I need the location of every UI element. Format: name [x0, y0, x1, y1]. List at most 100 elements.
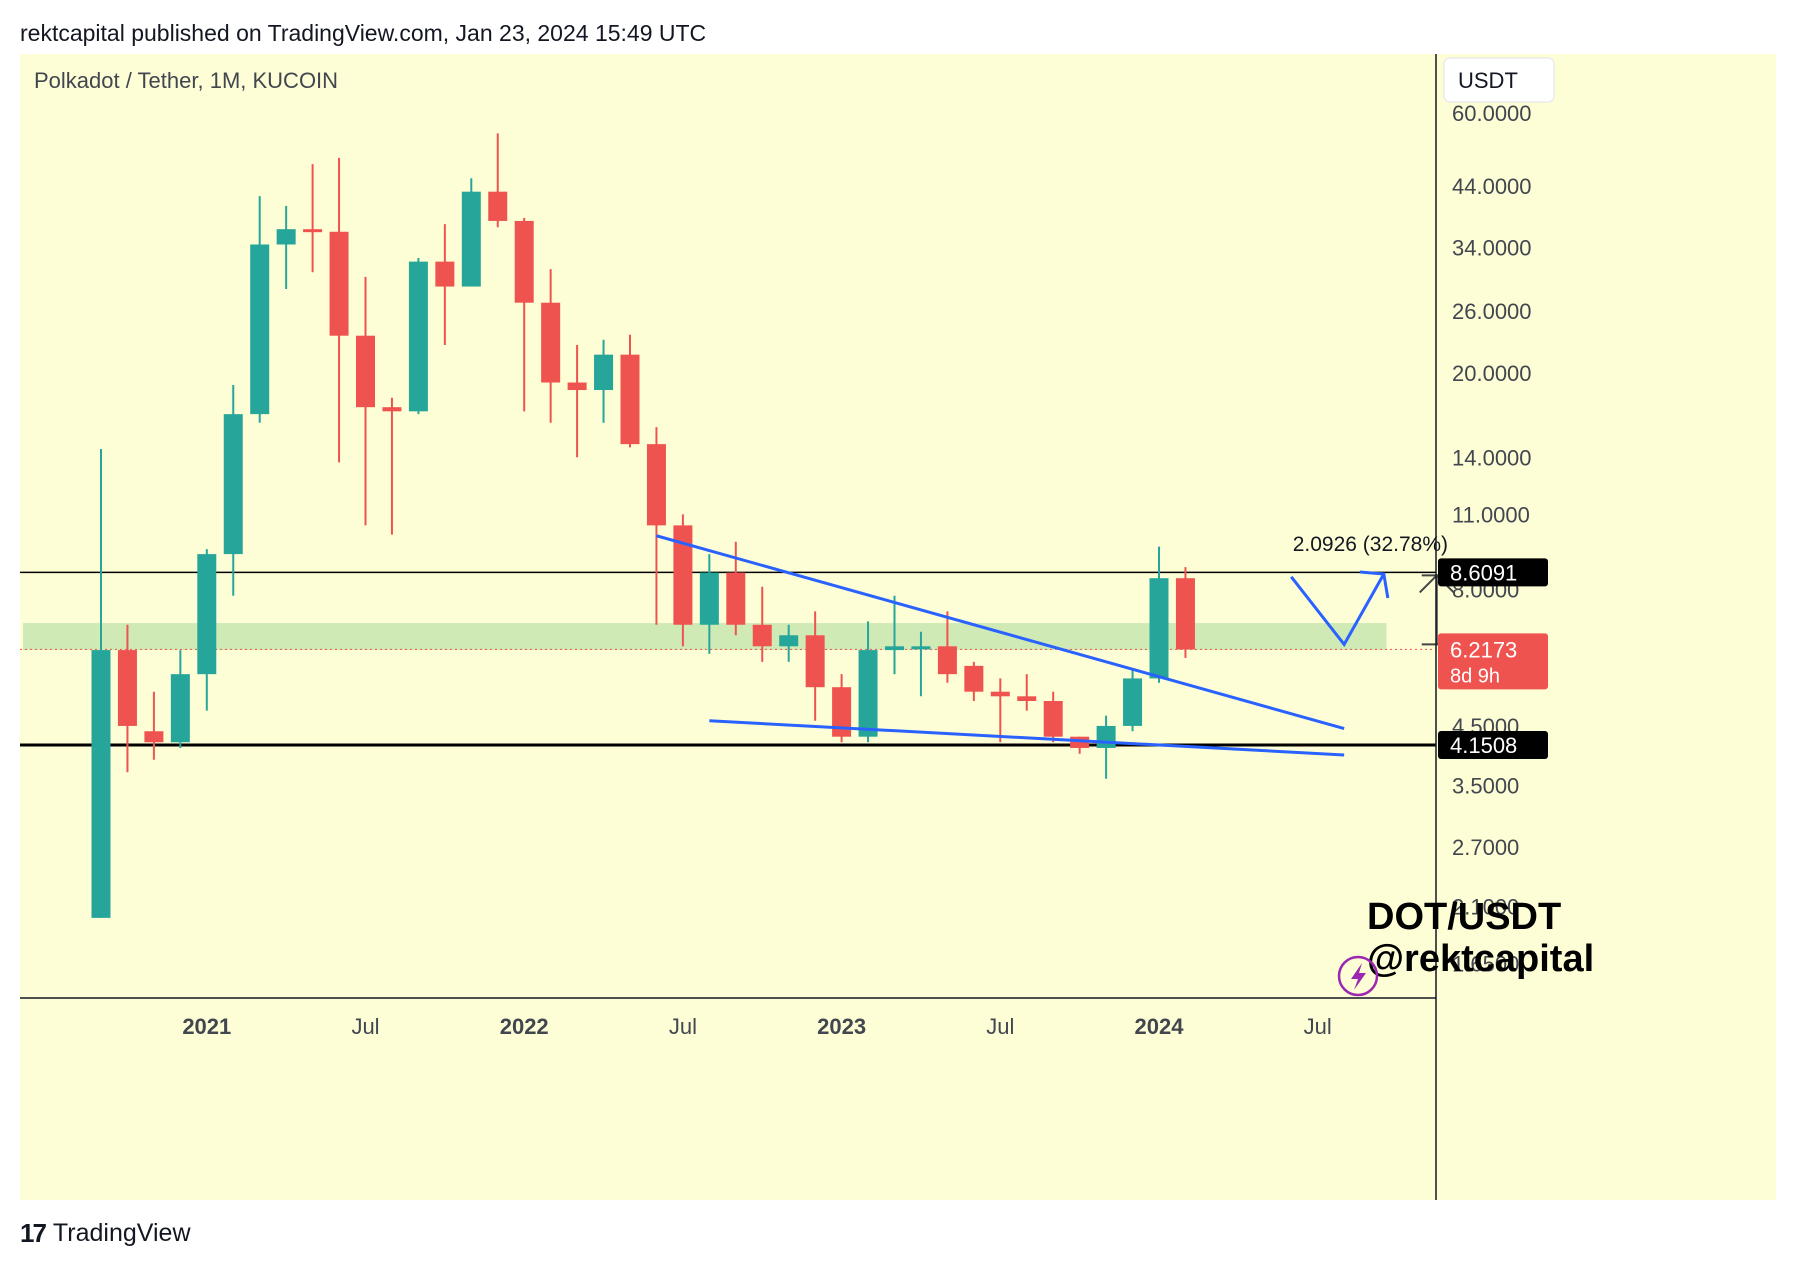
candle[interactable]: [1175, 567, 1195, 658]
candle-body: [1149, 578, 1169, 679]
candle[interactable]: [832, 674, 852, 743]
candle[interactable]: [858, 621, 878, 743]
candle[interactable]: [91, 448, 111, 918]
candle[interactable]: [937, 611, 957, 683]
pair-annotation: DOT/USDT: [1367, 896, 1561, 938]
candle[interactable]: [567, 344, 587, 458]
candle-body: [514, 220, 534, 303]
candle-body: [1096, 725, 1116, 748]
price-level-label: 8.6091: [1450, 560, 1517, 585]
x-tick-label: Jul: [351, 1014, 379, 1039]
candle[interactable]: [408, 257, 428, 415]
publish-header: rektcapital published on TradingView.com…: [20, 20, 707, 46]
descending-support-trendline[interactable]: [709, 719, 1345, 757]
candle-body: [356, 335, 375, 408]
candle-body: [779, 635, 799, 647]
current-price-label-bg: [1438, 633, 1548, 690]
candle-body: [1043, 700, 1063, 737]
candle[interactable]: [1149, 546, 1169, 683]
candle-body: [303, 229, 323, 233]
candle-body: [408, 261, 428, 412]
candle-body: [858, 650, 878, 737]
candle[interactable]: [911, 631, 931, 697]
candle[interactable]: [197, 549, 217, 711]
candle[interactable]: [964, 661, 984, 701]
candle-body: [488, 191, 508, 221]
candle[interactable]: [382, 397, 402, 535]
price-axis-background: [1436, 54, 1776, 1200]
candle[interactable]: [1043, 691, 1063, 743]
candle-body: [699, 572, 719, 625]
x-tick-label: Jul: [1304, 1014, 1332, 1039]
candle-body: [435, 261, 455, 287]
x-tick-label: 2021: [182, 1014, 231, 1039]
candle[interactable]: [779, 624, 799, 662]
candle-body: [276, 229, 296, 245]
descending-resistance-trendline[interactable]: [656, 534, 1345, 731]
candle-body: [937, 646, 957, 675]
currency-button[interactable]: USDT: [1443, 57, 1555, 103]
candle[interactable]: [117, 624, 137, 773]
tradingview-logo-icon: 17: [20, 1218, 47, 1248]
candle-body: [594, 354, 614, 391]
y-tick-label: 2.7000: [1452, 835, 1519, 860]
lightning-icon[interactable]: [1337, 955, 1379, 997]
candle[interactable]: [488, 133, 508, 228]
y-tick-label: 14.0000: [1452, 445, 1532, 470]
candle[interactable]: [805, 611, 825, 721]
tradingview-footer[interactable]: 17 TradingView: [20, 1218, 191, 1249]
author-annotation: @rektcapital: [1367, 938, 1594, 980]
footer-brand: TradingView: [52, 1219, 191, 1247]
candle[interactable]: [144, 691, 164, 760]
candle[interactable]: [435, 224, 455, 345]
y-tick-label: 3.5000: [1452, 773, 1519, 798]
candle-body: [170, 674, 190, 743]
candle[interactable]: [514, 217, 534, 412]
candle[interactable]: [594, 339, 614, 423]
candle-body: [673, 525, 693, 625]
candle-body: [1017, 696, 1037, 701]
y-tick-label: 1.6500: [1452, 951, 1519, 976]
candle[interactable]: [673, 514, 693, 647]
candle[interactable]: [990, 678, 1010, 743]
candle-countdown-label: 8d 9h: [1450, 665, 1500, 687]
candle[interactable]: [620, 334, 640, 448]
projection-path[interactable]: [1290, 573, 1386, 648]
currency-button-bg: [1443, 57, 1555, 103]
candle-body: [990, 691, 1010, 697]
y-tick-label: 26.0000: [1452, 299, 1532, 324]
chart-frame: 60.0000 44.0000 34.0000 26.0000 20.0000 14.00…: [20, 54, 1776, 1200]
candle[interactable]: [461, 178, 481, 287]
candle[interactable]: [276, 205, 296, 290]
candle[interactable]: [1123, 669, 1143, 732]
candle[interactable]: [752, 586, 772, 662]
candle-body: [461, 191, 481, 287]
x-tick-label: 2024: [1135, 1014, 1185, 1039]
candle-body: [1070, 736, 1090, 748]
candlestick-chart[interactable]: 60.0000 44.0000 34.0000 26.0000 20.0000 14.00…: [20, 54, 1776, 1200]
candle[interactable]: [1017, 674, 1037, 711]
candle[interactable]: [356, 276, 375, 526]
candle-body: [567, 382, 587, 391]
price-label-bg: [1438, 558, 1548, 587]
candle[interactable]: [699, 554, 719, 654]
candle[interactable]: [223, 385, 243, 596]
candle-body: [726, 572, 746, 625]
price-label-bg: [1438, 731, 1548, 760]
candle[interactable]: [303, 164, 323, 273]
candle-body: [329, 231, 349, 336]
candle-body: [805, 635, 825, 688]
x-tick-label: Jul: [986, 1014, 1014, 1039]
candle[interactable]: [646, 427, 666, 625]
candle-body: [250, 244, 270, 415]
candle[interactable]: [170, 650, 190, 748]
y-tick-label: 34.0000: [1452, 235, 1532, 260]
candle-body: [832, 687, 852, 737]
candle[interactable]: [541, 269, 561, 423]
currency-label: USDT: [1458, 68, 1518, 93]
time-axis-background: [20, 998, 1436, 1200]
candle-body: [197, 554, 217, 675]
candle[interactable]: [329, 157, 349, 463]
candle[interactable]: [250, 196, 270, 423]
candle[interactable]: [885, 595, 904, 675]
